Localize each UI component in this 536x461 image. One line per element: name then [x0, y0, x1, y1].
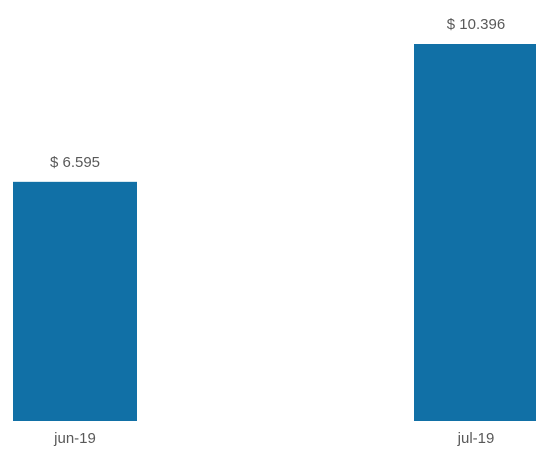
data-label-jun-19: $ 6.595 — [50, 154, 100, 171]
x-tick-label-jul-19: jul-19 — [457, 430, 495, 447]
data-label-jul-19: $ 10.396 — [447, 16, 505, 33]
bar-jun-19 — [13, 181, 137, 421]
bar-jul-19 — [414, 44, 536, 421]
x-tick-label-jun-19: jun-19 — [53, 430, 96, 447]
